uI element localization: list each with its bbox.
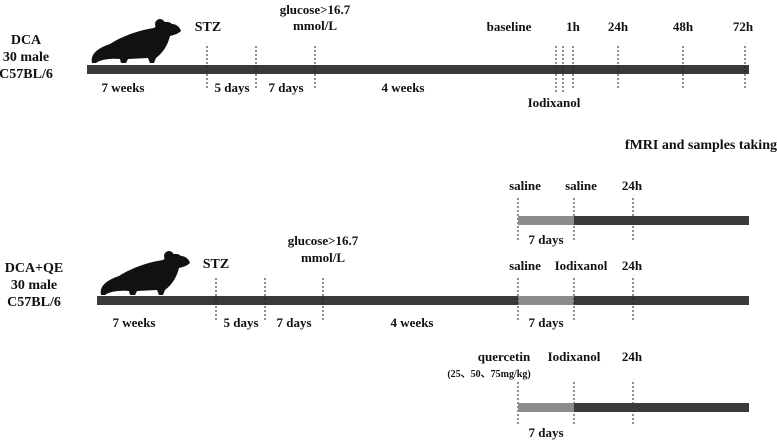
group2-period-7days: 7 days (276, 315, 311, 330)
group1-period-7days: 7 days (268, 80, 303, 95)
group2-name-line1: DCA+QE (5, 261, 64, 276)
quercetin-bar-followup (574, 403, 749, 412)
saline-24h-label: 24h (622, 178, 643, 193)
group2-glucose-line1: glucose>16.7 (288, 233, 359, 248)
group1-72h-label: 72h (733, 19, 754, 34)
quercetin-dose-label: (25、50、75mg/kg) (447, 369, 530, 380)
group1-period-4weeks: 4 weeks (382, 80, 425, 95)
group2-24h-label: 24h (622, 258, 643, 273)
group2-glucose-line2: mmol/L (301, 250, 345, 265)
saline-period-label: 7 days (528, 232, 563, 247)
saline-start-label: saline (509, 178, 541, 193)
saline-mid-label: saline (565, 178, 597, 193)
group1-name-line1: DCA (11, 33, 42, 48)
group1-name-line3: C57BL/6 (0, 67, 53, 82)
group1-period-7weeks: 7 weeks (102, 80, 145, 95)
group1-1h-label: 1h (566, 19, 581, 34)
group1-stz-label: STZ (195, 20, 221, 35)
saline-bar-treatment (518, 216, 574, 225)
group1-glucose-line1: glucose>16.7 (280, 2, 351, 17)
group2-name-line2: 30 male (11, 278, 57, 293)
mouse-icon (91, 19, 181, 63)
group2-period-7days-b: 7 days (528, 315, 563, 330)
group2-bar-followup (574, 296, 749, 305)
group2-iodixanol-label: Iodixanol (555, 258, 608, 273)
group1-contrast-label: Iodixanol (528, 95, 581, 110)
group1-48h-label: 48h (673, 19, 694, 34)
group2-bar-treatment (518, 296, 574, 305)
group2-saline-label: saline (509, 258, 541, 273)
quercetin-period-label: 7 days (528, 425, 563, 440)
group1-timeline-bar (87, 65, 749, 74)
mouse-icon (100, 251, 190, 295)
group2-period-7weeks: 7 weeks (113, 315, 156, 330)
section-title: fMRI and samples taking (625, 138, 777, 153)
group1-period-5days: 5 days (214, 80, 249, 95)
group1-name-line2: 30 male (3, 50, 49, 65)
group1-baseline-label: baseline (487, 19, 532, 34)
quercetin-label: quercetin (478, 349, 531, 364)
quercetin-iodixanol-label: Iodixanol (548, 349, 601, 364)
group2-name-line3: C57BL/6 (7, 295, 61, 310)
quercetin-24h-label: 24h (622, 349, 643, 364)
group2-period-4weeks: 4 weeks (391, 315, 434, 330)
saline-bar-followup (574, 216, 749, 225)
group1-glucose-line2: mmol/L (293, 18, 337, 33)
group1-24h-label: 24h (608, 19, 629, 34)
group2-stz-label: STZ (203, 257, 229, 272)
group2-bar-main (97, 296, 518, 305)
quercetin-bar-treatment (518, 403, 574, 412)
group2-period-5days: 5 days (223, 315, 258, 330)
